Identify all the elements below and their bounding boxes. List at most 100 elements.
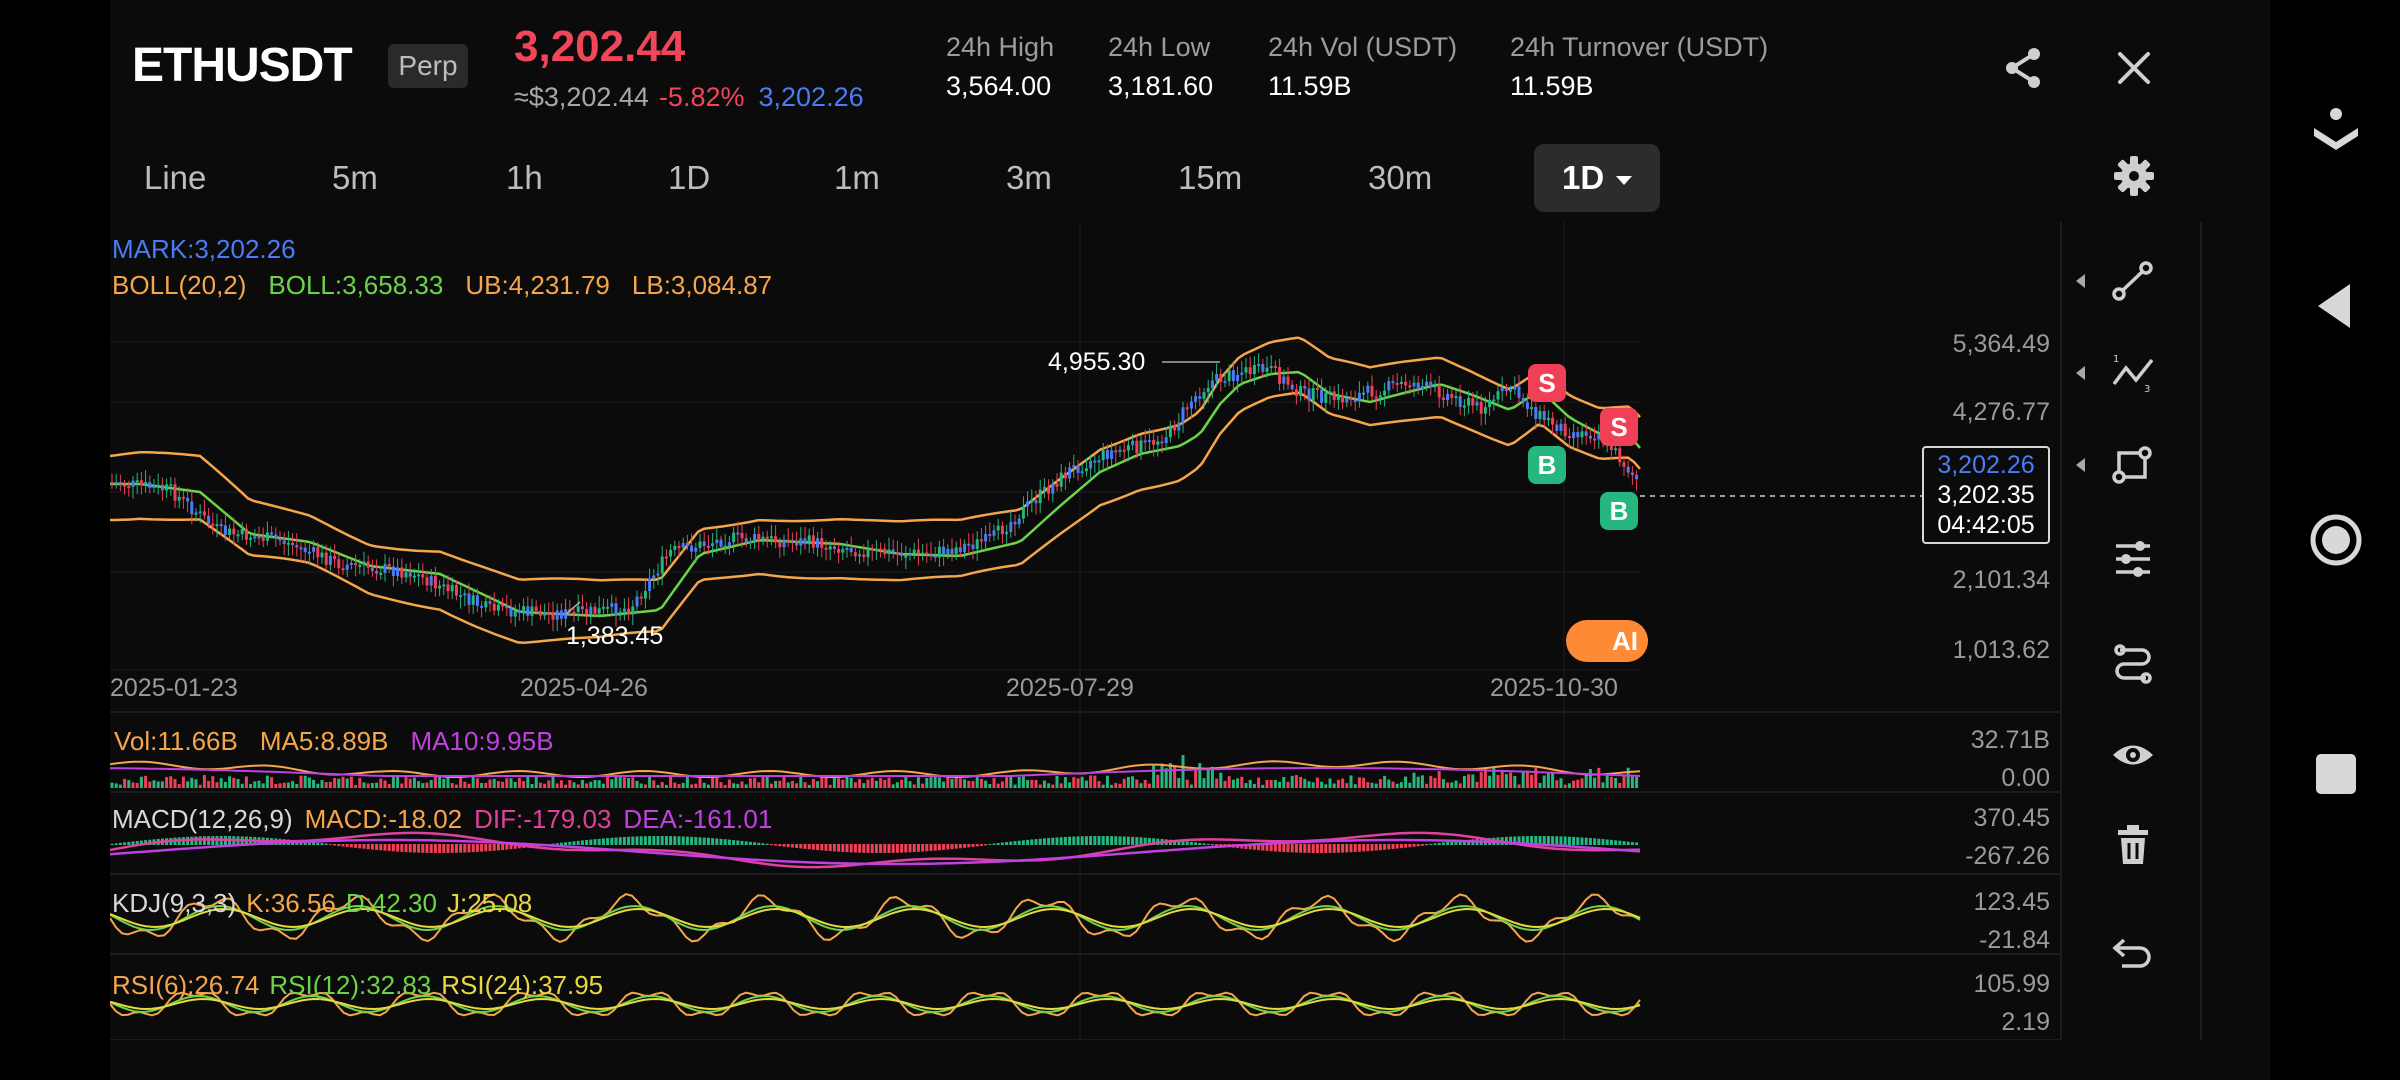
path-icon[interactable] xyxy=(2110,640,2156,686)
macd-histogram-bar xyxy=(904,844,908,853)
home-icon[interactable] xyxy=(2310,514,2362,566)
share-icon[interactable] xyxy=(2000,44,2048,92)
volume-bar xyxy=(975,775,979,788)
indicator-settings-icon[interactable] xyxy=(2110,536,2156,582)
macd-histogram-bar xyxy=(954,844,958,849)
volume-bar xyxy=(1597,767,1601,788)
recents-icon[interactable] xyxy=(2310,748,2362,800)
tab-1h[interactable]: 1h xyxy=(506,159,543,196)
macd-histogram-bar xyxy=(425,844,429,853)
interval-dropdown[interactable]: 1D xyxy=(1534,144,1661,212)
macd-histogram-bar xyxy=(421,844,425,853)
volume-bar xyxy=(669,775,673,788)
settings-gear-icon[interactable] xyxy=(2110,152,2158,200)
candle-body xyxy=(274,534,278,539)
volume-bar xyxy=(1635,776,1639,788)
candle-body xyxy=(517,610,521,614)
volume-bar xyxy=(1286,781,1290,788)
volume-bar xyxy=(232,777,236,788)
candle-body xyxy=(1584,431,1588,436)
volume-bar xyxy=(1110,784,1114,788)
buy-signal-badge[interactable]: B xyxy=(1600,492,1638,530)
macd-histogram-bar xyxy=(979,844,983,846)
tab-15m[interactable]: 15m xyxy=(1178,159,1243,196)
download-icon[interactable] xyxy=(2310,106,2362,158)
volume-bar xyxy=(211,776,215,788)
tab-1d[interactable]: 1D xyxy=(668,159,711,196)
volume-bar xyxy=(702,782,706,788)
boll-legend: BOLL(20,2) BOLL:3,658.33 UB:4,231.79 LB:3,0… xyxy=(112,270,794,301)
symbol-title[interactable]: ETHUSDT xyxy=(132,39,353,92)
candle-body xyxy=(593,606,597,614)
chart-canvas[interactable] xyxy=(110,222,2060,1040)
candle-body xyxy=(1257,364,1261,367)
candle-body xyxy=(564,609,568,619)
volume-bar xyxy=(1525,770,1529,788)
volume-bar xyxy=(1425,783,1429,788)
trendline-icon[interactable] xyxy=(2110,258,2156,304)
expand-arrow-icon[interactable] xyxy=(2076,366,2085,380)
back-icon[interactable] xyxy=(2310,280,2362,332)
candle-body xyxy=(664,556,668,559)
volume-bar xyxy=(438,775,442,788)
boll-lb-value: LB:3,084.87 xyxy=(631,270,773,300)
candle-body xyxy=(253,536,257,539)
volume-bar xyxy=(307,777,311,788)
macd-histogram-bar xyxy=(1093,836,1097,845)
candle-body xyxy=(1089,460,1093,469)
candle-body xyxy=(370,567,374,571)
volume-bar xyxy=(1013,784,1017,788)
volume-bar xyxy=(131,782,135,788)
visibility-icon[interactable] xyxy=(2110,732,2156,778)
macd-histogram-bar xyxy=(463,844,467,853)
volume-bar xyxy=(1261,784,1265,788)
volume-bar xyxy=(1072,776,1076,788)
volume-bar xyxy=(274,784,278,788)
tab-5m[interactable]: 5m xyxy=(332,159,378,196)
candle-body xyxy=(265,532,269,541)
macd-histogram-bar xyxy=(1063,836,1067,845)
macd-dea-line xyxy=(110,838,1641,866)
candle-body xyxy=(1139,440,1143,454)
sell-signal-badge[interactable]: S xyxy=(1600,408,1638,446)
tab-30m[interactable]: 30m xyxy=(1368,159,1433,196)
trash-icon[interactable] xyxy=(2110,822,2156,868)
buy-signal-badge[interactable]: B xyxy=(1528,446,1566,484)
macd-histogram-bar xyxy=(312,842,316,845)
candle-body xyxy=(790,539,794,542)
macd-histogram-bar xyxy=(1303,844,1307,853)
ai-button[interactable]: AI xyxy=(1566,620,1648,662)
macd-histogram-bar xyxy=(1559,836,1563,845)
expand-arrow-icon[interactable] xyxy=(2076,274,2085,288)
macd-histogram-bar xyxy=(1219,844,1223,847)
tab-3m[interactable]: 3m xyxy=(1006,159,1052,196)
sell-signal-badge[interactable]: S xyxy=(1528,364,1566,402)
tab-line[interactable]: Line xyxy=(144,159,207,196)
macd-histogram-bar xyxy=(1341,844,1345,853)
macd-histogram-bar xyxy=(1513,836,1517,845)
volume-bar xyxy=(463,781,467,788)
candle-body xyxy=(1059,472,1063,487)
macd-histogram-bar xyxy=(1429,843,1433,845)
kline-chart[interactable]: MARK:3,202.26 BOLL(20,2) BOLL:3,658.33 UB:… xyxy=(110,222,2060,1040)
close-icon[interactable] xyxy=(2110,44,2158,92)
volume-bar xyxy=(1605,775,1609,788)
volume-bar xyxy=(1555,780,1559,788)
macd-histogram-bar xyxy=(975,844,979,847)
volume-bar xyxy=(1126,776,1130,788)
candle-body xyxy=(320,552,324,558)
undo-icon[interactable] xyxy=(2110,928,2156,974)
macd-dif-value: DIF:-179.03 xyxy=(474,804,612,834)
macd-histogram-bar xyxy=(727,839,731,845)
macd-histogram-bar xyxy=(1630,842,1634,845)
expand-arrow-icon[interactable] xyxy=(2076,458,2085,472)
candle-body xyxy=(1567,436,1571,439)
macd-histogram-bar xyxy=(1017,840,1021,845)
shape-icon[interactable] xyxy=(2110,442,2156,488)
volume-bar xyxy=(265,775,269,788)
candle-body xyxy=(526,606,530,616)
tab-1m[interactable]: 1m xyxy=(834,159,880,196)
macd-histogram-bar xyxy=(446,844,450,853)
volume-bar xyxy=(694,783,698,788)
